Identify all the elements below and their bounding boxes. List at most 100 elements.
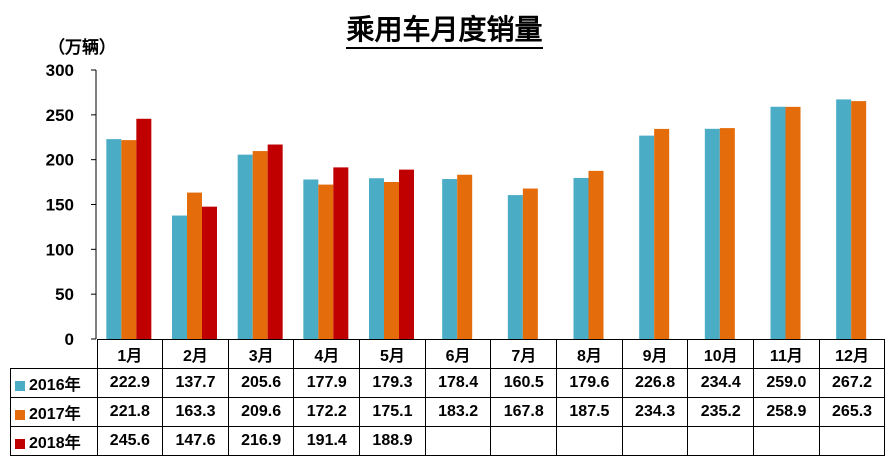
table-cell: 160.5 bbox=[490, 368, 558, 398]
y-tick-label: 50 bbox=[55, 285, 74, 304]
y-tick-label: 200 bbox=[46, 151, 74, 170]
x-category-label: 1月 bbox=[96, 339, 164, 369]
bar bbox=[719, 128, 735, 339]
table-row: 2018年 245.6 147.6 216.9 191.4 188.9 bbox=[10, 426, 886, 456]
bar bbox=[369, 178, 384, 339]
table-cell: 265.3 bbox=[818, 397, 886, 427]
bar bbox=[252, 151, 268, 339]
table-header-row: 1月 2月 3月 4月 5月 6月 7月 8月 9月 10月 11月 12月 bbox=[10, 339, 886, 369]
bar bbox=[187, 192, 202, 339]
table-cell: 137.7 bbox=[162, 368, 229, 398]
y-tick-label: 250 bbox=[46, 106, 74, 125]
table-cell: 234.4 bbox=[687, 368, 755, 398]
bar bbox=[507, 195, 523, 339]
table-cell: 245.6 bbox=[96, 426, 164, 456]
bar bbox=[704, 128, 720, 339]
bar bbox=[267, 144, 283, 339]
x-category-label: 10月 bbox=[687, 339, 755, 369]
bar bbox=[457, 174, 473, 339]
x-category-label: 7月 bbox=[490, 339, 558, 369]
table-cell: 167.8 bbox=[490, 397, 558, 427]
bar bbox=[333, 167, 349, 339]
table-row: 2017年 221.8 163.3 209.6 172.2 175.1 183.2 167.8… bbox=[10, 397, 886, 427]
table-cell bbox=[818, 426, 886, 456]
bar bbox=[303, 179, 319, 339]
bar bbox=[136, 118, 152, 340]
x-category-label: 9月 bbox=[621, 339, 689, 369]
bar bbox=[573, 177, 589, 339]
legend-entry: 2017年 bbox=[10, 397, 98, 427]
table-row: 2016年 222.9 137.7 205.6 177.9 179.3 178.4 160.5… bbox=[10, 368, 886, 398]
bar bbox=[399, 169, 414, 339]
legend-swatch bbox=[15, 409, 25, 420]
table-cell bbox=[687, 426, 755, 456]
x-category-label: 5月 bbox=[359, 339, 426, 369]
y-tick-label: 100 bbox=[46, 240, 74, 259]
table-cell: 216.9 bbox=[227, 426, 295, 456]
table-cell: 179.6 bbox=[556, 368, 623, 398]
legend-swatch bbox=[15, 380, 25, 391]
series-name: 2017年 bbox=[29, 406, 81, 423]
table-cell: 259.0 bbox=[753, 368, 820, 398]
bar bbox=[851, 101, 867, 339]
bar bbox=[121, 140, 137, 339]
table-cell: 187.5 bbox=[556, 397, 623, 427]
table-cell: 258.9 bbox=[753, 397, 820, 427]
table-cell: 179.3 bbox=[359, 368, 426, 398]
bar bbox=[106, 139, 122, 339]
legend-entry: 2018年 bbox=[10, 426, 98, 456]
bar bbox=[384, 181, 399, 339]
x-category-label: 4月 bbox=[293, 339, 361, 369]
table-cell: 163.3 bbox=[162, 397, 229, 427]
table-cell: 147.6 bbox=[162, 426, 229, 456]
bar bbox=[318, 184, 334, 339]
chart-title: 乘用车月度销量 bbox=[0, 8, 889, 49]
table-cell bbox=[556, 426, 623, 456]
table-cell bbox=[753, 426, 820, 456]
table-cell: 178.4 bbox=[424, 368, 492, 398]
table-cell: 177.9 bbox=[293, 368, 361, 398]
bar bbox=[588, 170, 604, 339]
bar bbox=[785, 106, 801, 339]
series-name: 2018年 bbox=[29, 435, 81, 452]
series-name: 2016年 bbox=[29, 377, 81, 394]
bar bbox=[442, 179, 458, 339]
table-cell bbox=[621, 426, 689, 456]
table-cell: 205.6 bbox=[227, 368, 295, 398]
bar bbox=[522, 188, 538, 339]
x-category-label: 8月 bbox=[556, 339, 623, 369]
bar bbox=[172, 215, 187, 339]
table-cell: 183.2 bbox=[424, 397, 492, 427]
bar bbox=[654, 128, 670, 339]
table-cell: 209.6 bbox=[227, 397, 295, 427]
table-cell bbox=[490, 426, 558, 456]
table-cell: 172.2 bbox=[293, 397, 361, 427]
table-corner-cell bbox=[10, 339, 98, 369]
table-cell: 188.9 bbox=[359, 426, 426, 456]
x-category-label: 12月 bbox=[818, 339, 886, 369]
legend-swatch bbox=[15, 438, 25, 449]
x-category-label: 3月 bbox=[227, 339, 295, 369]
table-cell: 221.8 bbox=[96, 397, 164, 427]
bar bbox=[237, 154, 253, 339]
legend-entry: 2016年 bbox=[10, 368, 98, 398]
y-tick-label: 300 bbox=[46, 61, 74, 80]
table-cell: 222.9 bbox=[96, 368, 164, 398]
bar bbox=[639, 135, 655, 339]
bar bbox=[770, 106, 786, 339]
bar bbox=[202, 206, 217, 339]
data-table: 1月 2月 3月 4月 5月 6月 7月 8月 9月 10月 11月 12月 2016年 222.9 137… bbox=[10, 339, 886, 456]
x-category-label: 6月 bbox=[424, 339, 492, 369]
y-tick-label: 150 bbox=[46, 196, 74, 215]
table-cell: 235.2 bbox=[687, 397, 755, 427]
x-category-label: 2月 bbox=[162, 339, 229, 369]
y-axis-unit-label: （万辆） bbox=[48, 38, 116, 58]
table-cell: 191.4 bbox=[293, 426, 361, 456]
table-cell: 175.1 bbox=[359, 397, 426, 427]
table-cell: 267.2 bbox=[818, 368, 886, 398]
table-cell bbox=[424, 426, 492, 456]
table-cell: 234.3 bbox=[621, 397, 689, 427]
x-category-label: 11月 bbox=[753, 339, 820, 369]
table-cell: 226.8 bbox=[621, 368, 689, 398]
